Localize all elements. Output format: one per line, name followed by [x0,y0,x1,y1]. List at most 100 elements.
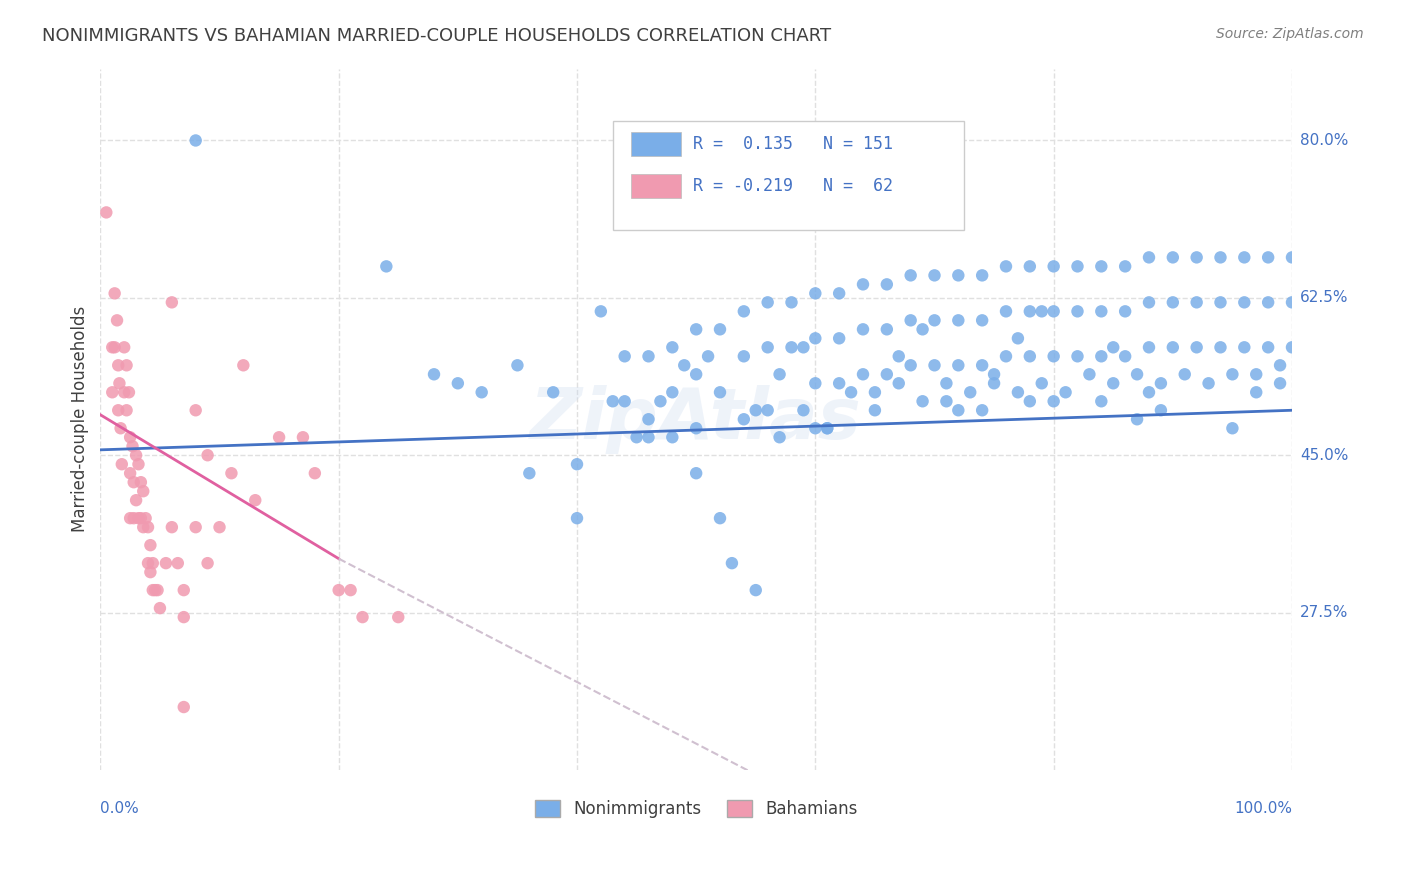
Point [120,511,142,525]
Point [863,403,886,417]
Point [924,313,946,327]
Point [815,421,838,435]
Point [1031,376,1053,391]
Point [863,385,886,400]
Point [132,484,155,499]
Point [1137,295,1160,310]
Point [685,421,707,435]
Point [1233,251,1256,265]
Point [1114,260,1136,274]
Point [1174,368,1197,382]
Point [1114,349,1136,363]
Point [900,313,922,327]
Point [1066,304,1088,318]
Point [565,457,588,471]
Point [983,376,1005,391]
Text: NONIMMIGRANTS VS BAHAMIAN MARRIED-COUPLE HOUSEHOLDS CORRELATION CHART: NONIMMIGRANTS VS BAHAMIAN MARRIED-COUPLE… [42,27,831,45]
Point [613,394,636,409]
Y-axis label: Married-couple Households: Married-couple Households [72,306,89,533]
Point [107,403,129,417]
Point [1126,368,1149,382]
Point [173,700,195,714]
Point [184,520,207,534]
Point [146,583,169,598]
Point [1185,295,1208,310]
Point [1257,251,1279,265]
Point [995,304,1018,318]
Point [127,457,149,471]
Point [733,349,755,363]
Point [900,268,922,283]
Text: Source: ZipAtlas.com: Source: ZipAtlas.com [1216,27,1364,41]
FancyBboxPatch shape [631,132,681,155]
Point [876,322,898,336]
Point [1018,394,1040,409]
Point [541,385,564,400]
Point [447,376,470,391]
Point [804,286,827,301]
Point [387,610,409,624]
Point [685,368,707,382]
Point [120,467,142,481]
Point [122,511,145,525]
Point [136,520,159,534]
Point [804,331,827,345]
Point [142,583,165,598]
Point [1233,295,1256,310]
Point [924,359,946,373]
Point [1222,368,1244,382]
Point [995,260,1018,274]
Point [108,376,131,391]
Point [1042,260,1064,274]
Point [506,359,529,373]
Text: 80.0%: 80.0% [1301,133,1348,148]
Point [565,511,588,525]
Point [1018,304,1040,318]
Point [876,277,898,292]
Point [517,467,540,481]
Point [948,313,970,327]
Point [115,359,138,373]
Point [1114,304,1136,318]
Point [125,493,148,508]
Point [135,511,157,525]
Point [132,520,155,534]
Point [101,340,124,354]
Point [768,430,790,444]
Point [972,268,994,283]
Point [1257,340,1279,354]
Point [107,359,129,373]
Point [1042,349,1064,363]
Point [104,286,127,301]
Point [1054,385,1077,400]
Point [122,475,145,490]
Point [1137,385,1160,400]
Point [1185,340,1208,354]
Point [291,430,314,444]
Point [1007,331,1029,345]
Point [160,295,183,310]
Text: 45.0%: 45.0% [1301,448,1348,463]
Point [876,368,898,382]
Point [839,385,862,400]
Point [110,421,132,435]
Point [733,304,755,318]
Point [1031,304,1053,318]
Point [972,403,994,417]
Text: R =  0.135   N = 151: R = 0.135 N = 151 [693,135,893,153]
Point [602,394,624,409]
Point [111,457,134,471]
Point [1222,421,1244,435]
Point [828,331,851,345]
Point [661,340,683,354]
Point [1281,251,1303,265]
Point [1244,385,1267,400]
Point [1078,368,1101,382]
Point [352,610,374,624]
Point [139,538,162,552]
Point [661,430,683,444]
Point [948,359,970,373]
Point [721,556,744,570]
Point [1281,340,1303,354]
Point [232,359,254,373]
